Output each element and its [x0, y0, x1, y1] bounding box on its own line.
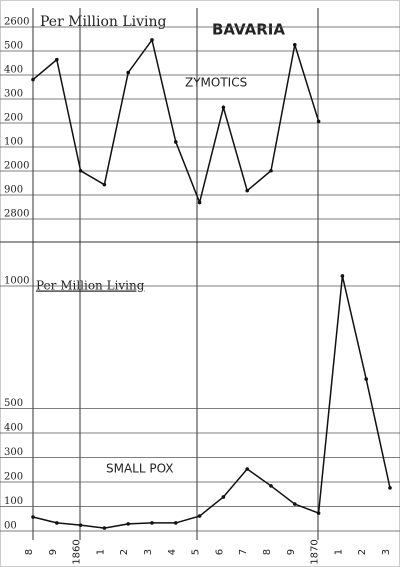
y-tick-label: 200 — [4, 113, 23, 124]
data-point — [31, 515, 35, 519]
x-tick-label: 9 — [286, 549, 297, 555]
y-tick-label: 300 — [4, 447, 23, 458]
y-tick-label: 300 — [4, 89, 23, 100]
x-tick-label: 8 — [24, 549, 35, 555]
x-tick-label: 1 — [95, 549, 106, 555]
data-point — [126, 522, 130, 526]
data-point — [364, 377, 369, 381]
data-point — [31, 77, 35, 82]
x-tick-label: 2 — [119, 549, 130, 555]
data-point — [316, 511, 321, 515]
x-tick-label: 8 — [262, 549, 273, 555]
subtitle: Per Million Living — [40, 14, 167, 30]
x-tick-label: 1860 — [72, 539, 83, 564]
data-point — [269, 168, 273, 173]
y-tick-label: 200 — [4, 472, 23, 483]
data-point — [221, 105, 226, 110]
x-tick-label: 5 — [191, 549, 202, 555]
data-point — [102, 526, 107, 530]
data-point — [197, 514, 202, 518]
data-point — [316, 119, 321, 124]
y-tick-label: 500 — [4, 398, 23, 409]
y-tick-label: 2000 — [4, 161, 29, 172]
data-point — [174, 140, 178, 144]
data-point — [388, 486, 392, 490]
data-point — [293, 42, 297, 47]
y-tick-label: 00 — [4, 521, 17, 532]
data-point — [150, 38, 154, 42]
y-tick-label: 500 — [4, 41, 23, 52]
x-tick-label: 1870 — [310, 539, 321, 564]
data-point — [245, 188, 249, 193]
x-tick-label: 2 — [357, 549, 368, 555]
data-point — [78, 523, 83, 527]
y-tick-label: 1000 — [4, 276, 29, 287]
y-tick-label: 100 — [4, 496, 23, 507]
x-tick-label: 3 — [381, 549, 392, 555]
y-tick-label: 400 — [4, 423, 23, 434]
annotation: SMALL POX — [106, 462, 174, 476]
data-line — [32, 38, 320, 205]
y-tick-label: 900 — [4, 185, 23, 196]
data-point — [55, 521, 59, 525]
data-line — [32, 275, 391, 529]
data-point — [221, 495, 226, 499]
y-tick-label: 2800 — [4, 209, 29, 220]
data-point — [245, 467, 249, 471]
data-point — [78, 168, 83, 173]
y-tick-label: 400 — [4, 65, 23, 76]
data-point — [340, 274, 345, 278]
y-tick-label: 100 — [4, 137, 23, 148]
data-point — [269, 484, 273, 488]
data-point — [150, 521, 154, 525]
y-tick-label: 2600 — [4, 17, 29, 28]
x-tick-label: 1 — [333, 549, 344, 555]
data-point — [197, 200, 202, 205]
data-point — [102, 182, 107, 187]
data-point — [293, 502, 297, 506]
x-tick-label: 6 — [214, 549, 225, 555]
annotation: ZYMOTICS — [185, 76, 247, 90]
data-point — [174, 521, 178, 525]
x-tick-label: 3 — [143, 549, 154, 555]
chart-title: BAVARIA — [212, 21, 285, 39]
x-tick-label: 4 — [167, 549, 178, 555]
data-point — [126, 70, 130, 75]
x-tick-label: 7 — [238, 549, 249, 555]
subtitle: Per Million Living — [36, 279, 145, 293]
data-point — [55, 57, 59, 62]
x-tick-label: 9 — [48, 549, 59, 555]
